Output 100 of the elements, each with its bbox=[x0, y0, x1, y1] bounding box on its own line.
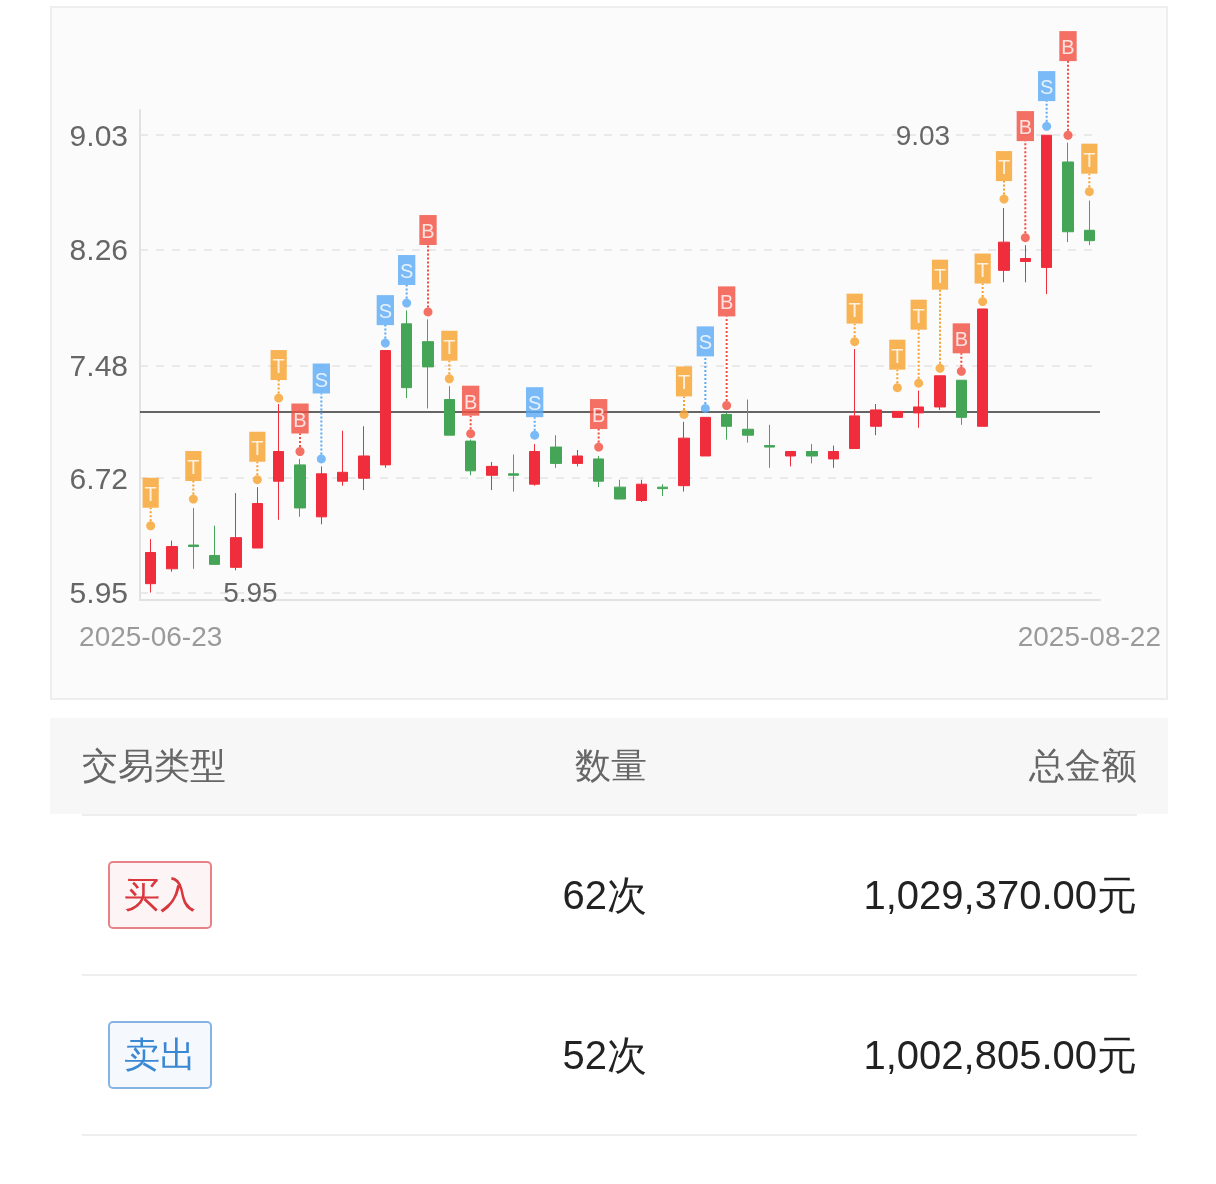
data-label: T bbox=[1083, 148, 1096, 171]
annotation: 5.95 bbox=[223, 577, 278, 609]
candlestick bbox=[316, 465, 327, 525]
data-label: T bbox=[677, 371, 691, 394]
candlestick bbox=[273, 403, 284, 521]
candlestick bbox=[486, 461, 498, 491]
data-label: S bbox=[527, 392, 542, 415]
point bbox=[999, 194, 1009, 204]
candlestick bbox=[913, 390, 924, 429]
data-label: S bbox=[399, 260, 414, 283]
point bbox=[423, 307, 433, 317]
tag: 卖出 bbox=[108, 1021, 212, 1089]
data-label: B bbox=[293, 408, 307, 431]
point bbox=[188, 494, 198, 504]
annotation: 9.03 bbox=[895, 119, 951, 151]
candlestick bbox=[614, 479, 626, 500]
y-tick-label: 7.48 bbox=[69, 348, 128, 382]
point bbox=[402, 298, 412, 308]
data-label: T bbox=[187, 456, 200, 479]
data-label: T bbox=[251, 436, 264, 459]
point bbox=[146, 521, 156, 531]
candlestick bbox=[956, 379, 967, 426]
point bbox=[530, 430, 540, 440]
candlestick bbox=[785, 451, 796, 467]
point bbox=[316, 454, 326, 464]
y-tick-label: 5.95 bbox=[69, 576, 128, 610]
point bbox=[274, 393, 284, 403]
candlestick bbox=[1041, 134, 1052, 295]
point bbox=[978, 297, 988, 307]
candlestick bbox=[593, 455, 604, 488]
data-label: S bbox=[1039, 76, 1054, 99]
data-label: B bbox=[719, 291, 734, 314]
candlestick bbox=[550, 434, 562, 469]
data-label: T bbox=[976, 258, 989, 281]
candlestick bbox=[657, 483, 668, 497]
data-label: B bbox=[1018, 116, 1033, 139]
candlestick bbox=[764, 424, 775, 469]
candlestick bbox=[380, 350, 391, 469]
candlestick bbox=[849, 348, 860, 450]
point bbox=[1042, 121, 1052, 131]
candlestick bbox=[358, 425, 370, 491]
data-label: S bbox=[378, 300, 393, 323]
candlestick bbox=[977, 308, 988, 427]
y-tick-label: 6.72 bbox=[69, 461, 128, 495]
candlestick bbox=[678, 421, 690, 493]
candlestick bbox=[508, 453, 519, 493]
candlestick bbox=[1084, 200, 1095, 246]
x-tick-label: 2025-06-23 bbox=[79, 620, 223, 652]
point bbox=[700, 403, 710, 413]
candlestick bbox=[230, 492, 242, 571]
candlestick bbox=[870, 403, 882, 436]
data-label: B bbox=[463, 390, 478, 413]
data-label: S bbox=[314, 368, 329, 391]
candlestick bbox=[188, 507, 199, 570]
point bbox=[252, 475, 262, 485]
data-label: T bbox=[443, 335, 456, 358]
data-label: T bbox=[997, 156, 1011, 179]
data-label: 62次 bbox=[561, 871, 647, 919]
candlestick bbox=[700, 416, 711, 457]
data-label: T bbox=[891, 344, 904, 367]
data-label: B bbox=[591, 404, 606, 427]
candlestick bbox=[636, 479, 647, 503]
point bbox=[722, 400, 732, 410]
candlestick bbox=[892, 410, 903, 418]
data-label: T bbox=[272, 355, 285, 378]
candlestick bbox=[422, 318, 434, 409]
point bbox=[380, 338, 390, 348]
candlestick bbox=[934, 375, 946, 411]
candlestick bbox=[998, 207, 1010, 283]
point bbox=[1063, 130, 1073, 140]
candlestick bbox=[401, 309, 412, 399]
candlestick bbox=[145, 538, 156, 594]
point bbox=[935, 363, 945, 373]
point bbox=[850, 337, 860, 347]
data-label: 52次 bbox=[561, 1031, 647, 1079]
y-tick-label: 8.26 bbox=[69, 233, 128, 267]
data-label: T bbox=[848, 298, 861, 321]
data-label: B bbox=[1061, 36, 1075, 59]
point bbox=[914, 378, 924, 388]
point bbox=[594, 442, 604, 452]
data-label: T bbox=[912, 304, 925, 327]
candlestick bbox=[465, 439, 476, 476]
candlestick bbox=[742, 399, 754, 444]
point bbox=[892, 383, 902, 393]
point bbox=[444, 374, 454, 384]
candlestick bbox=[337, 430, 348, 487]
y-tick-label: 9.03 bbox=[69, 118, 128, 152]
point bbox=[1084, 187, 1094, 197]
candlestick bbox=[252, 486, 263, 549]
point bbox=[466, 429, 476, 439]
text: 数量 bbox=[574, 743, 647, 788]
x-tick-label: 2025-08-22 bbox=[1017, 620, 1161, 652]
data-label: 1,002,805.00元 bbox=[862, 1031, 1137, 1079]
candlestick bbox=[1062, 142, 1074, 243]
candlestick bbox=[444, 385, 455, 436]
text: 交易类型 bbox=[82, 743, 227, 788]
point bbox=[956, 366, 966, 376]
data-label: S bbox=[698, 331, 713, 354]
candlestick bbox=[806, 443, 818, 464]
data-label: T bbox=[933, 264, 947, 287]
